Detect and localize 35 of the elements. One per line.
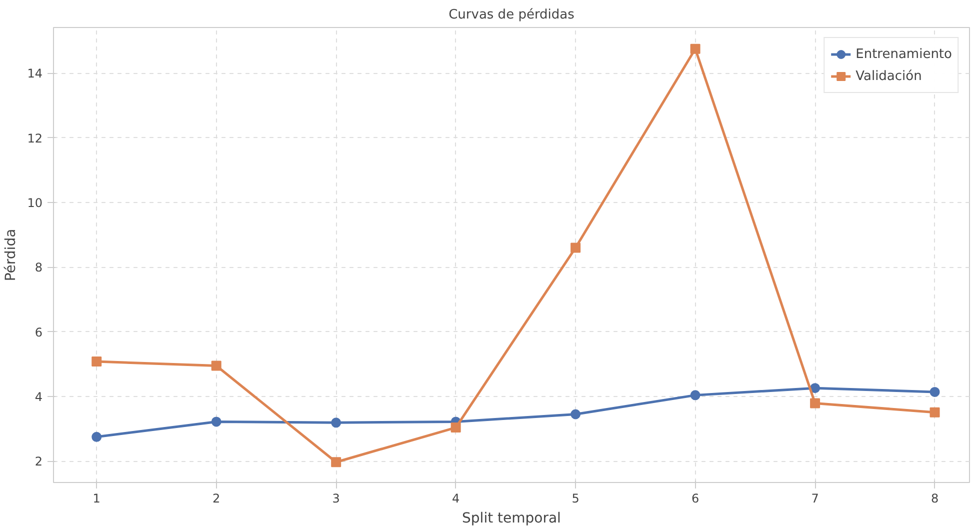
legend-label: Validación	[856, 68, 922, 84]
x-tick-label: 7	[811, 492, 819, 506]
point	[690, 44, 700, 54]
x-tick-label: 1	[92, 492, 100, 506]
point	[930, 407, 940, 418]
point	[810, 383, 820, 394]
x-tick-label: 8	[930, 492, 939, 506]
y-tick-label: 2	[34, 454, 43, 469]
point	[331, 418, 342, 428]
legend-label: Entrenamiento	[856, 46, 952, 62]
y-tick-label: 8	[34, 260, 43, 275]
x-tick-label: 5	[572, 492, 580, 506]
y-tick-label: 12	[27, 131, 43, 146]
x-axis-title: Split temporal	[462, 510, 561, 526]
y-tick-label: 4	[34, 390, 43, 404]
x-tick-label: 6	[691, 492, 700, 506]
point	[211, 416, 222, 427]
point	[930, 386, 940, 397]
point	[810, 398, 820, 408]
point	[450, 422, 461, 433]
x-tick-label: 2	[212, 492, 220, 506]
x-tick-label: 3	[332, 492, 340, 506]
y-tick-label: 10	[27, 196, 43, 210]
y-tick-label: 14	[27, 66, 43, 81]
point	[570, 242, 581, 253]
point	[92, 356, 102, 367]
point	[570, 409, 581, 420]
point	[211, 360, 222, 371]
y-axis-title: Pérdida	[3, 228, 20, 282]
x-tick-label: 4	[452, 492, 460, 506]
point	[92, 432, 102, 442]
chart-title: Curvas de pérdidas	[448, 8, 575, 22]
point	[331, 457, 342, 468]
y-tick-label: 6	[34, 325, 43, 340]
point	[690, 390, 700, 400]
